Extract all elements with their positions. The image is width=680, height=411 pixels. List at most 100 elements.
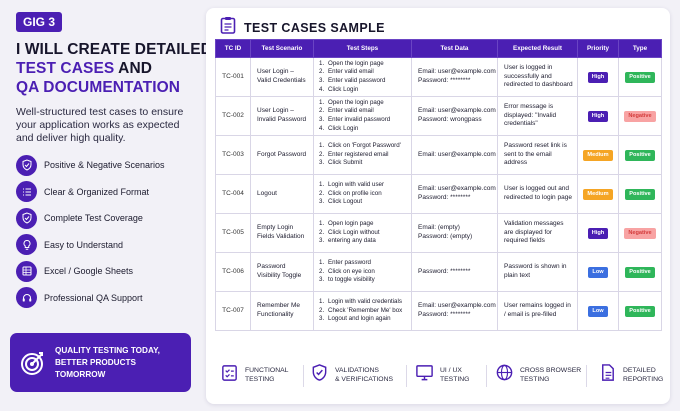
test-data-line: Password: wrongpass — [418, 116, 482, 123]
type-badge: Negative — [624, 227, 656, 239]
tc-id-cell: TC-006 — [215, 252, 251, 292]
priority-badge: Low — [588, 305, 608, 317]
test-data-line: Email: user@example.com — [418, 185, 496, 193]
step-item: 2. Enter valid email — [319, 68, 411, 77]
table-row: TC-002 User Login – Invalid Password 1. Ope… — [215, 96, 662, 136]
headline-rest: AND — [114, 60, 153, 77]
quality-banner: QUALITY TESTING TODAY, BETTER PRODUCTS T… — [10, 333, 191, 392]
priority-badge: Medium — [583, 188, 613, 200]
footer-item: FUNCTIONAL TESTING — [220, 363, 288, 387]
footer-label: FUNCTIONAL — [245, 367, 289, 374]
document-icon — [598, 363, 617, 387]
footer-label: TESTING — [245, 376, 275, 383]
steps-list: 1. Open the login page 2. Enter valid email… — [319, 60, 411, 94]
expected-result-cell: User is logged out and redirected to log… — [497, 174, 578, 214]
type-cell: Positive — [618, 57, 662, 97]
step-item: 3. Enter invalid password — [319, 116, 411, 125]
test-cases-card: TEST CASES SAMPLE TC ID Test Scenario Te… — [206, 8, 670, 404]
footer-item: VALIDATIONS & VERIFICATIONS — [310, 363, 393, 387]
step-item: 3. Click Logout — [319, 198, 411, 207]
col-header: Test Data — [411, 39, 498, 58]
footer-label: DETAILED — [623, 367, 656, 374]
priority-cell: High — [577, 213, 619, 253]
footer-label: VALIDATIONS — [335, 367, 379, 374]
type-badge: Positive — [625, 149, 655, 161]
step-number: 3. — [319, 315, 325, 323]
banner-text: QUALITY TESTING TODAY, BETTER PRODUCTS T… — [55, 345, 181, 381]
test-data-line: Password: ******** — [418, 311, 471, 318]
type-cell: Positive — [618, 291, 662, 331]
step-text: Check 'Remember Me' box — [328, 306, 403, 314]
tc-id-cell: TC-001 — [215, 57, 251, 97]
priority-cell: Medium — [577, 135, 619, 175]
test-data-line: Password: ******** — [418, 194, 471, 201]
col-header: Expected Result — [497, 39, 578, 58]
shield-check-icon — [16, 154, 37, 176]
shield-check-icon — [16, 207, 37, 229]
clipboard-icon — [220, 16, 236, 39]
footer-divider — [586, 365, 587, 387]
table-row: TC-003 Forgot Password 1. Click on 'Forgot … — [215, 135, 662, 175]
feature-label: Professional QA Support — [44, 292, 143, 303]
left-panel: GIG 3 I WILL CREATE DETAILED TEST CASES … — [16, 12, 212, 313]
steps-list: 1. Login with valid user 2. Click on profil… — [319, 181, 411, 207]
step-number: 3. — [319, 276, 325, 284]
type-cell: Negative — [618, 96, 662, 136]
expected-result-cell: Password reset link is sent to the email… — [497, 135, 578, 175]
step-text: Click Login — [328, 124, 359, 132]
expected-result-cell: Error message is displayed: "Invalid cre… — [497, 96, 578, 136]
footer-label: TESTING — [440, 376, 470, 383]
step-text: Enter valid email — [328, 107, 374, 115]
target-icon — [20, 350, 46, 376]
test-data-line: Password: ******** — [418, 267, 471, 275]
test-data-line: Email: user@example.com — [418, 68, 496, 76]
test-data-line: Password: (empty) — [418, 233, 473, 240]
clipboard-check-icon — [220, 363, 239, 387]
steps-cell: 1. Enter password 2. Click on eye icon 3. to … — [313, 252, 412, 292]
table-row: TC-004 Logout 1. Login with valid user 2. Cli… — [215, 174, 662, 214]
col-header: Test Scenario — [250, 39, 314, 58]
step-text: Click on eye icon — [328, 267, 375, 275]
type-cell: Positive — [618, 174, 662, 214]
steps-cell: 1. Login with valid credentials 2. Check 'R… — [313, 291, 412, 331]
card-title: TEST CASES SAMPLE — [244, 20, 385, 35]
step-text: Click Logout — [328, 198, 363, 206]
test-data-line: Email: user@example.com — [418, 302, 496, 310]
table-body: TC-001 User Login – Valid Credentials 1. Op… — [215, 57, 662, 331]
step-text: Click Submit — [328, 159, 363, 167]
step-number: 4. — [319, 124, 325, 132]
feature-label: Clear & Organized Format — [44, 186, 150, 197]
step-text: Open the login page — [328, 59, 384, 67]
headline-accent: TEST CASES — [16, 60, 115, 77]
step-number: 1. — [319, 259, 325, 267]
step-number: 3. — [319, 116, 325, 123]
test-data-line: Email: user@example.com — [418, 150, 496, 158]
scenario-cell: Forgot Password — [250, 135, 314, 175]
footer-label: CROSS BROWSER — [520, 367, 582, 374]
step-text: Enter registered email — [328, 150, 389, 158]
footer-divider — [406, 365, 407, 387]
step-item: 3. Click Submit — [319, 159, 411, 168]
test-data-cell: Email: user@example.com Password: wrongpa… — [411, 96, 498, 136]
step-number: 2. — [319, 189, 325, 197]
feature-label: Excel / Google Sheets — [44, 266, 134, 276]
step-number: 2. — [319, 267, 325, 275]
footer-label: TESTING — [520, 376, 550, 383]
footer-label: REPORTING — [623, 376, 664, 383]
steps-cell: 1. Login with valid user 2. Click on profil… — [313, 174, 412, 214]
table-row: TC-007 Remember Me Functionality 1. Login w… — [215, 291, 662, 331]
scenario-cell: User Login – Invalid Password — [250, 96, 314, 136]
feature-item: Excel / Google Sheets — [16, 260, 198, 282]
step-number: 2. — [319, 228, 325, 236]
footer-label: & VERIFICATIONS — [335, 376, 394, 383]
test-data-line: Email: (empty) — [418, 224, 460, 232]
feature-item: Professional QA Support — [16, 287, 198, 309]
steps-list: 1. Click on 'Forgot Password' 2. Enter regi… — [319, 142, 411, 168]
step-item: 2. Click on eye icon — [319, 268, 411, 277]
priority-cell: High — [577, 96, 619, 136]
scenario-cell: Empty Login Fields Validation — [250, 213, 314, 253]
priority-badge: High — [587, 227, 609, 239]
priority-badge: Medium — [583, 149, 613, 161]
priority-cell: High — [577, 57, 619, 97]
tc-id-cell: TC-004 — [215, 174, 251, 214]
